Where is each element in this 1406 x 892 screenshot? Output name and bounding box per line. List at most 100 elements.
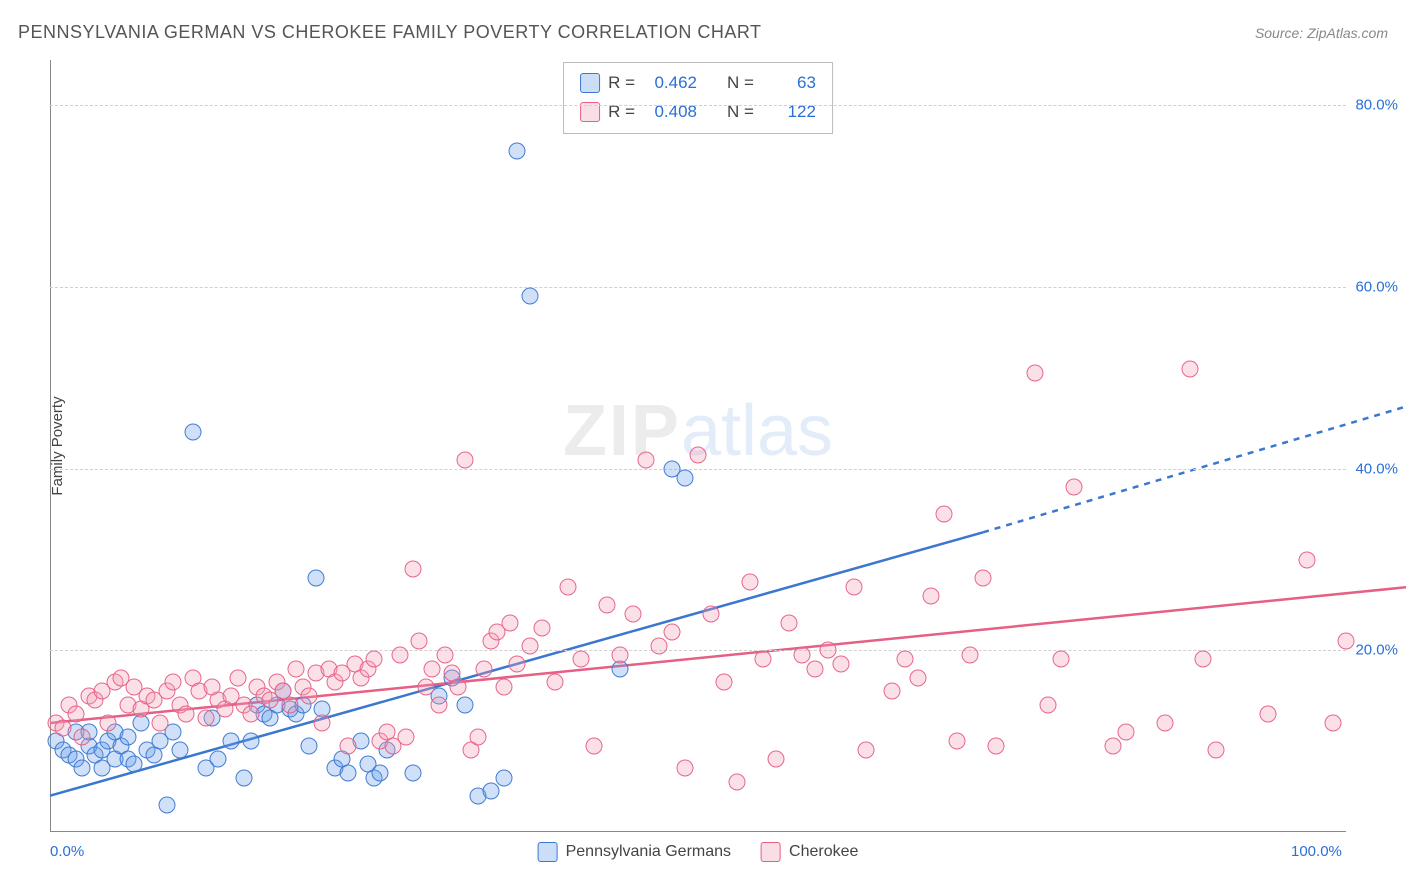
- series-legend-label: Pennsylvania Germans: [566, 843, 731, 861]
- data-point: [677, 760, 694, 777]
- data-point: [949, 733, 966, 750]
- data-point: [1104, 737, 1121, 754]
- data-point: [508, 655, 525, 672]
- stats-legend: R =0.462N =63R =0.408N =122: [563, 62, 833, 134]
- data-point: [1208, 742, 1225, 759]
- legend-r-label: R =: [608, 98, 635, 127]
- series-legend: Pennsylvania Germans Cherokee: [538, 842, 859, 862]
- data-point: [67, 705, 84, 722]
- data-point: [236, 769, 253, 786]
- data-point: [424, 660, 441, 677]
- data-point: [832, 655, 849, 672]
- data-point: [521, 288, 538, 305]
- data-point: [573, 651, 590, 668]
- data-point: [476, 660, 493, 677]
- legend-n-label: N =: [727, 98, 754, 127]
- data-point: [404, 764, 421, 781]
- data-point: [158, 796, 175, 813]
- data-point: [223, 733, 240, 750]
- data-point: [1156, 715, 1173, 732]
- data-point: [884, 683, 901, 700]
- data-point: [845, 578, 862, 595]
- data-point: [690, 447, 707, 464]
- legend-n-label: N =: [727, 69, 754, 98]
- legend-swatch: [538, 842, 558, 862]
- data-point: [1325, 715, 1342, 732]
- data-point: [793, 646, 810, 663]
- series-legend-label: Cherokee: [789, 843, 858, 861]
- data-point: [664, 624, 681, 641]
- data-point: [482, 783, 499, 800]
- scatter-plot-area: ZIPatlas R =0.462N =63R =0.408N =122 Pen…: [50, 60, 1346, 832]
- series-legend-item: Pennsylvania Germans: [538, 842, 731, 862]
- data-point: [521, 637, 538, 654]
- y-tick-label: 20.0%: [1355, 642, 1398, 659]
- data-point: [547, 674, 564, 691]
- data-point: [1299, 551, 1316, 568]
- data-point: [430, 696, 447, 713]
- data-point: [1026, 365, 1043, 382]
- x-tick-label: 100.0%: [1291, 843, 1342, 860]
- data-point: [391, 646, 408, 663]
- data-point: [340, 737, 357, 754]
- data-point: [178, 705, 195, 722]
- data-point: [560, 578, 577, 595]
- gridline: [50, 469, 1346, 470]
- legend-r-value: 0.408: [645, 98, 697, 127]
- data-point: [936, 506, 953, 523]
- gridline: [50, 650, 1346, 651]
- data-point: [1039, 696, 1056, 713]
- data-point: [281, 696, 298, 713]
- data-point: [411, 633, 428, 650]
- data-point: [508, 142, 525, 159]
- data-point: [197, 710, 214, 727]
- data-point: [586, 737, 603, 754]
- gridline: [50, 287, 1346, 288]
- data-point: [819, 642, 836, 659]
- data-point: [372, 764, 389, 781]
- data-point: [858, 742, 875, 759]
- chart-source: Source: ZipAtlas.com: [1255, 25, 1388, 41]
- data-point: [677, 469, 694, 486]
- data-point: [625, 606, 642, 623]
- data-point: [100, 715, 117, 732]
- data-point: [1065, 478, 1082, 495]
- data-point: [171, 742, 188, 759]
- data-point: [638, 451, 655, 468]
- data-point: [806, 660, 823, 677]
- data-point: [741, 574, 758, 591]
- y-tick-label: 80.0%: [1355, 97, 1398, 114]
- data-point: [728, 774, 745, 791]
- data-point: [962, 646, 979, 663]
- y-tick-label: 40.0%: [1355, 460, 1398, 477]
- data-point: [456, 696, 473, 713]
- data-point: [1195, 651, 1212, 668]
- data-point: [165, 674, 182, 691]
- legend-swatch: [580, 73, 600, 93]
- data-point: [702, 606, 719, 623]
- y-tick-label: 60.0%: [1355, 279, 1398, 296]
- data-point: [715, 674, 732, 691]
- data-point: [1182, 360, 1199, 377]
- data-point: [1052, 651, 1069, 668]
- data-point: [437, 646, 454, 663]
- data-point: [152, 715, 169, 732]
- stats-legend-row: R =0.462N =63: [580, 69, 816, 98]
- data-point: [404, 560, 421, 577]
- data-point: [126, 755, 143, 772]
- data-point: [910, 669, 927, 686]
- data-point: [599, 596, 616, 613]
- data-point: [184, 424, 201, 441]
- data-point: [456, 451, 473, 468]
- data-point: [767, 751, 784, 768]
- legend-r-label: R =: [608, 69, 635, 98]
- data-point: [301, 737, 318, 754]
- data-point: [242, 705, 259, 722]
- data-point: [495, 769, 512, 786]
- legend-n-value: 63: [764, 69, 816, 98]
- stats-legend-row: R =0.408N =122: [580, 98, 816, 127]
- data-point: [307, 569, 324, 586]
- series-legend-item: Cherokee: [761, 842, 858, 862]
- data-point: [301, 687, 318, 704]
- x-tick-label: 0.0%: [50, 843, 84, 860]
